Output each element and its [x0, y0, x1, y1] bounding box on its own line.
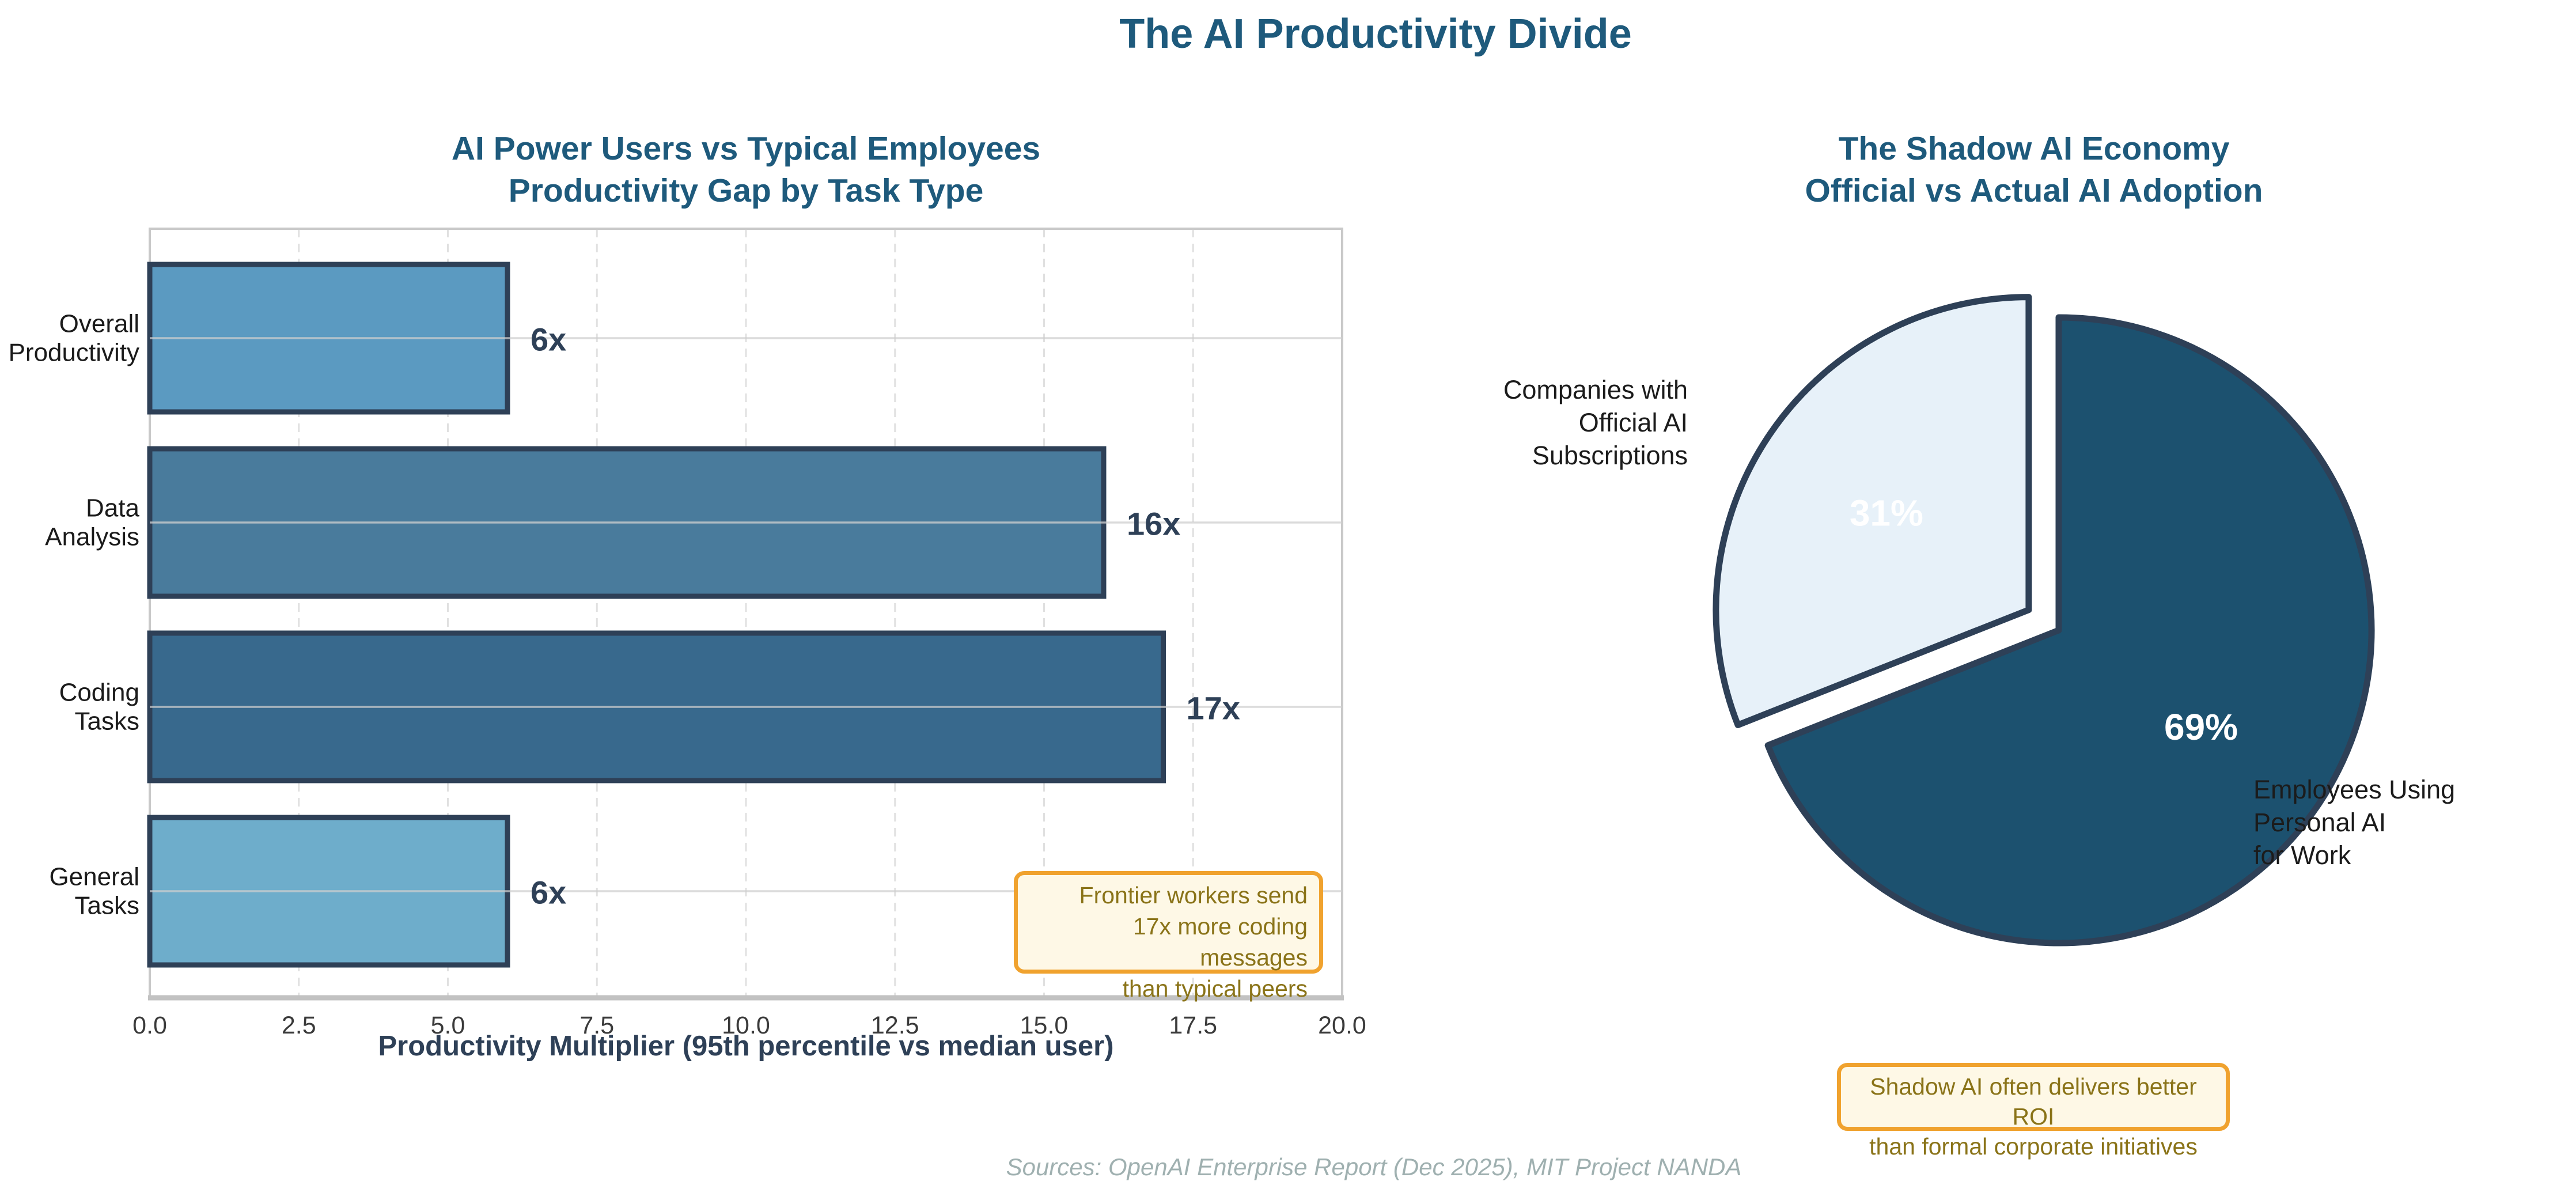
bar-value-label: 16x — [1127, 506, 1180, 542]
x-tick-label: 7.5 — [579, 1012, 614, 1039]
x-tick-label: 5.0 — [431, 1012, 465, 1039]
y-category-label: Analysis — [45, 523, 139, 551]
source-note: Sources: OpenAI Enterprise Report (Dec 2… — [1006, 1153, 1742, 1180]
pie-slice-1 — [1764, 314, 2375, 947]
bar-value-label: 6x — [531, 875, 566, 911]
x-tick-label: 17.5 — [1169, 1012, 1217, 1039]
x-tick-label: 2.5 — [282, 1012, 316, 1039]
pie-chart-annotation: Shadow AI often delivers better ROI than… — [1837, 1063, 2230, 1160]
y-category-label: General — [49, 863, 139, 891]
bar-chart: 0.0 2.5 5.0 7.5 10.0 12.5 15.0 17.5 20.0 OverallP… — [9, 228, 1366, 1039]
y-category-label: Coding — [59, 679, 139, 707]
bar-value-label: 6x — [531, 321, 566, 358]
pie-pct-label-1: 69% — [2164, 706, 2238, 748]
x-tick-label: 20.0 — [1318, 1012, 1366, 1039]
bar-chart-annotation: Frontier workers send 17x more coding me… — [1014, 871, 1323, 1002]
pie-pct-label-0: 31% — [1850, 493, 1923, 534]
pie-label-official-subscriptions: Companies with Official AI Subscriptions — [1503, 375, 1688, 470]
pie-chart-title: The Shadow AI Economy Official vs Actual… — [1805, 130, 2263, 209]
x-tick-label: 12.5 — [871, 1012, 919, 1039]
y-category-label: Tasks — [75, 892, 139, 920]
pie-chart: 31% 69% — [1713, 294, 2375, 947]
y-category-label: Overall — [59, 310, 139, 338]
x-tick-label: 15.0 — [1020, 1012, 1069, 1039]
y-category-label: Productivity — [9, 339, 139, 367]
figure-title: The AI Productivity Divide — [1119, 11, 1632, 57]
x-tick-label: 0.0 — [132, 1012, 167, 1039]
y-category-label: Data — [86, 494, 139, 523]
bar-value-label: 17x — [1187, 690, 1240, 726]
x-axis-label: Productivity Multiplier (95th percentile… — [378, 1031, 1114, 1062]
bar-chart-title: AI Power Users vs Typical Employees Prod… — [451, 130, 1041, 209]
x-tick-label: 10.0 — [722, 1012, 770, 1039]
y-category-label: Tasks — [75, 707, 139, 736]
pie-slice-0 — [1713, 294, 2032, 728]
pie-label-personal-ai: Employees Using Personal AI for Work — [2253, 775, 2456, 870]
